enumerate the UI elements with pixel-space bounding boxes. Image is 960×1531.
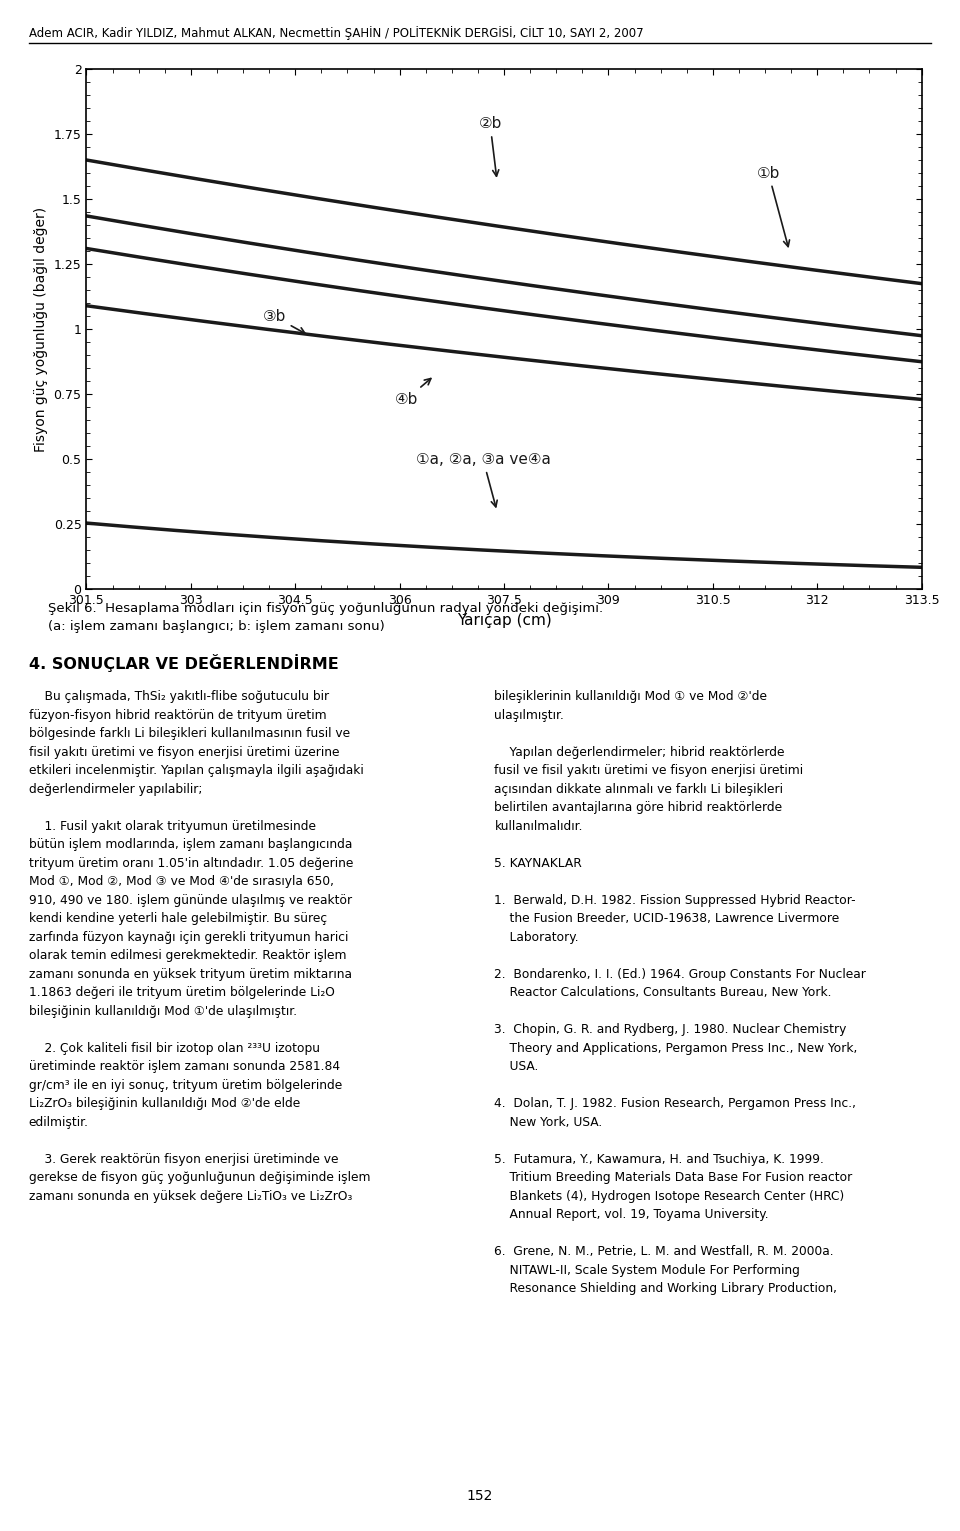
Text: ①b: ①b	[756, 165, 789, 246]
Y-axis label: Fisyon güç yoğunluğu (bağıl değer): Fisyon güç yoğunluğu (bağıl değer)	[34, 207, 48, 452]
Text: bileşiklerinin kullanıldığı Mod ① ve Mod ②'de
ulaşılmıştır.

    Yapılan değerle: bileşiklerinin kullanıldığı Mod ① ve Mod…	[494, 690, 866, 1295]
Text: ②b: ②b	[478, 116, 502, 176]
Text: ④b: ④b	[395, 378, 431, 407]
Text: Şekil 6.  Hesaplama modları için fisyon güç yoğunluğunun radyal yöndeki değişimi: Şekil 6. Hesaplama modları için fisyon g…	[48, 602, 603, 614]
Text: Adem ACIR, Kadir YILDIZ, Mahmut ALKAN, Necmettin ŞAHİN / POLİTEKNİK DERGİSİ, CİL: Adem ACIR, Kadir YILDIZ, Mahmut ALKAN, N…	[29, 26, 643, 40]
X-axis label: Yarıçap (cm): Yarıçap (cm)	[457, 612, 551, 628]
Text: (a: işlem zamanı başlangıcı; b: işlem zamanı sonu): (a: işlem zamanı başlangıcı; b: işlem za…	[48, 620, 385, 632]
Text: 152: 152	[467, 1490, 493, 1503]
Text: ③b: ③b	[263, 309, 305, 334]
Text: ①a, ②a, ③a ve④a: ①a, ②a, ③a ve④a	[416, 452, 550, 507]
Text: Bu çalışmada, ThSi₂ yakıtlı-flibe soğutuculu bir
füzyon-fisyon hibrid reaktörün : Bu çalışmada, ThSi₂ yakıtlı-flibe soğutu…	[29, 690, 371, 1203]
Text: 4. SONUÇLAR VE DEĞERLENDİRME: 4. SONUÇLAR VE DEĞERLENDİRME	[29, 654, 339, 672]
